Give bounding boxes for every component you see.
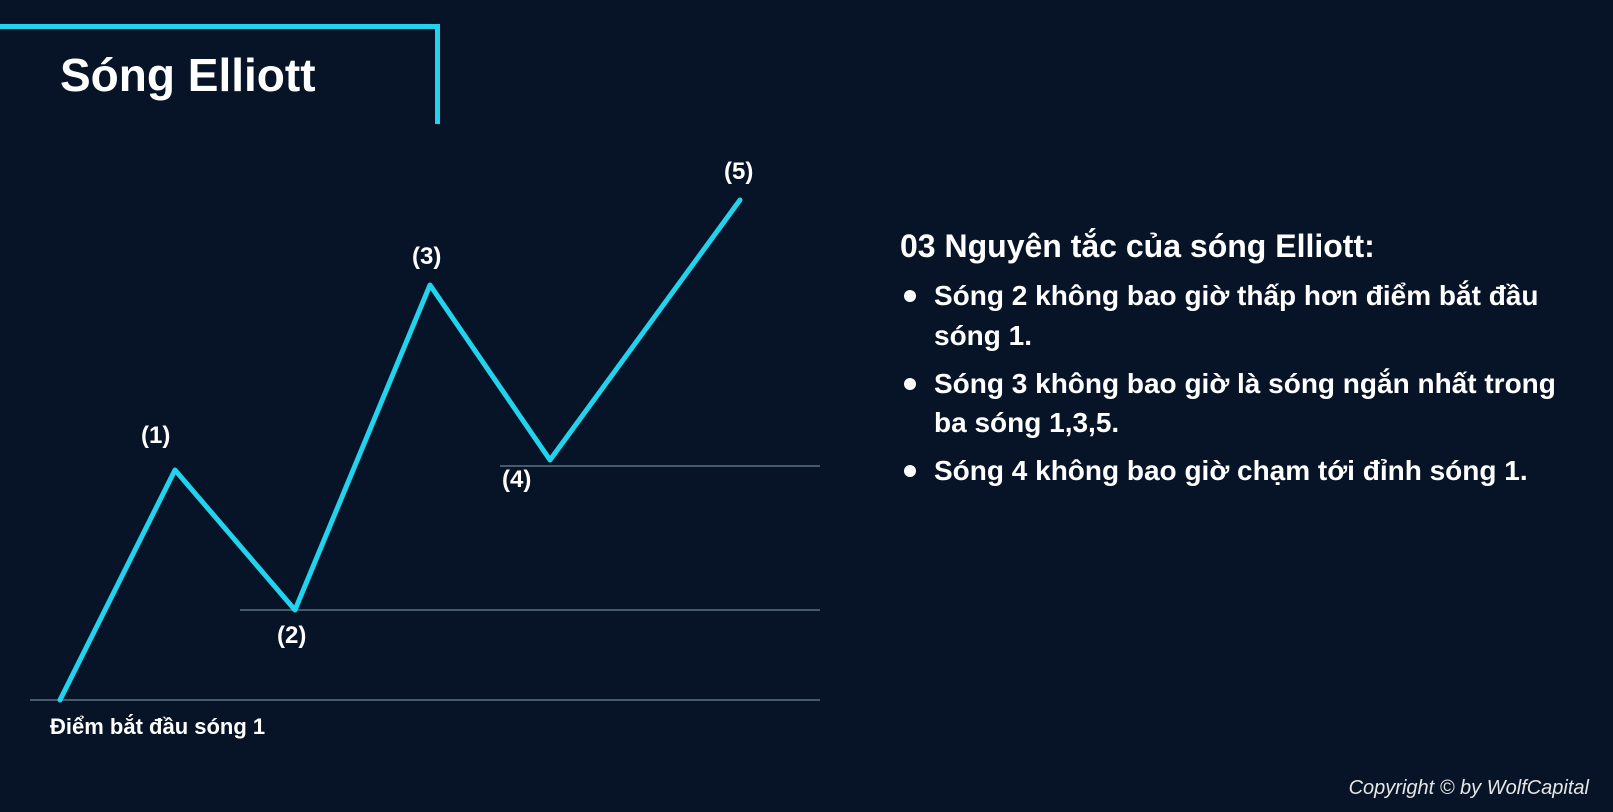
copyright-text: Copyright © by WolfCapital: [1349, 777, 1589, 800]
rules-panel: 03 Nguyên tắc của sóng Elliott: Sóng 2 k…: [900, 225, 1560, 491]
page-title: Sóng Elliott: [60, 48, 316, 102]
rules-list: Sóng 2 không bao giờ thấp hơn điểm bắt đ…: [900, 276, 1560, 491]
rule-item-3: Sóng 4 không bao giờ chạm tới đỉnh sóng …: [900, 451, 1560, 491]
start-point-label: Điểm bắt đầu sóng 1: [50, 714, 265, 740]
wave-label-1: (1): [141, 422, 170, 450]
wave-polyline: [60, 200, 740, 700]
chart-svg: [20, 140, 850, 760]
wave-label-5: (5): [724, 158, 753, 186]
rules-heading: 03 Nguyên tắc của sóng Elliott:: [900, 225, 1560, 268]
wave-label-3: (3): [412, 243, 441, 271]
wave-label-2: (2): [277, 622, 306, 650]
rule-item-1: Sóng 2 không bao giờ thấp hơn điểm bắt đ…: [900, 276, 1560, 356]
elliott-wave-chart: (1) (2) (3) (4) (5) Điểm bắt đầu sóng 1: [20, 140, 850, 760]
rule-item-2: Sóng 3 không bao giờ là sóng ngắn nhất t…: [900, 364, 1560, 444]
wave-label-4: (4): [502, 466, 531, 494]
